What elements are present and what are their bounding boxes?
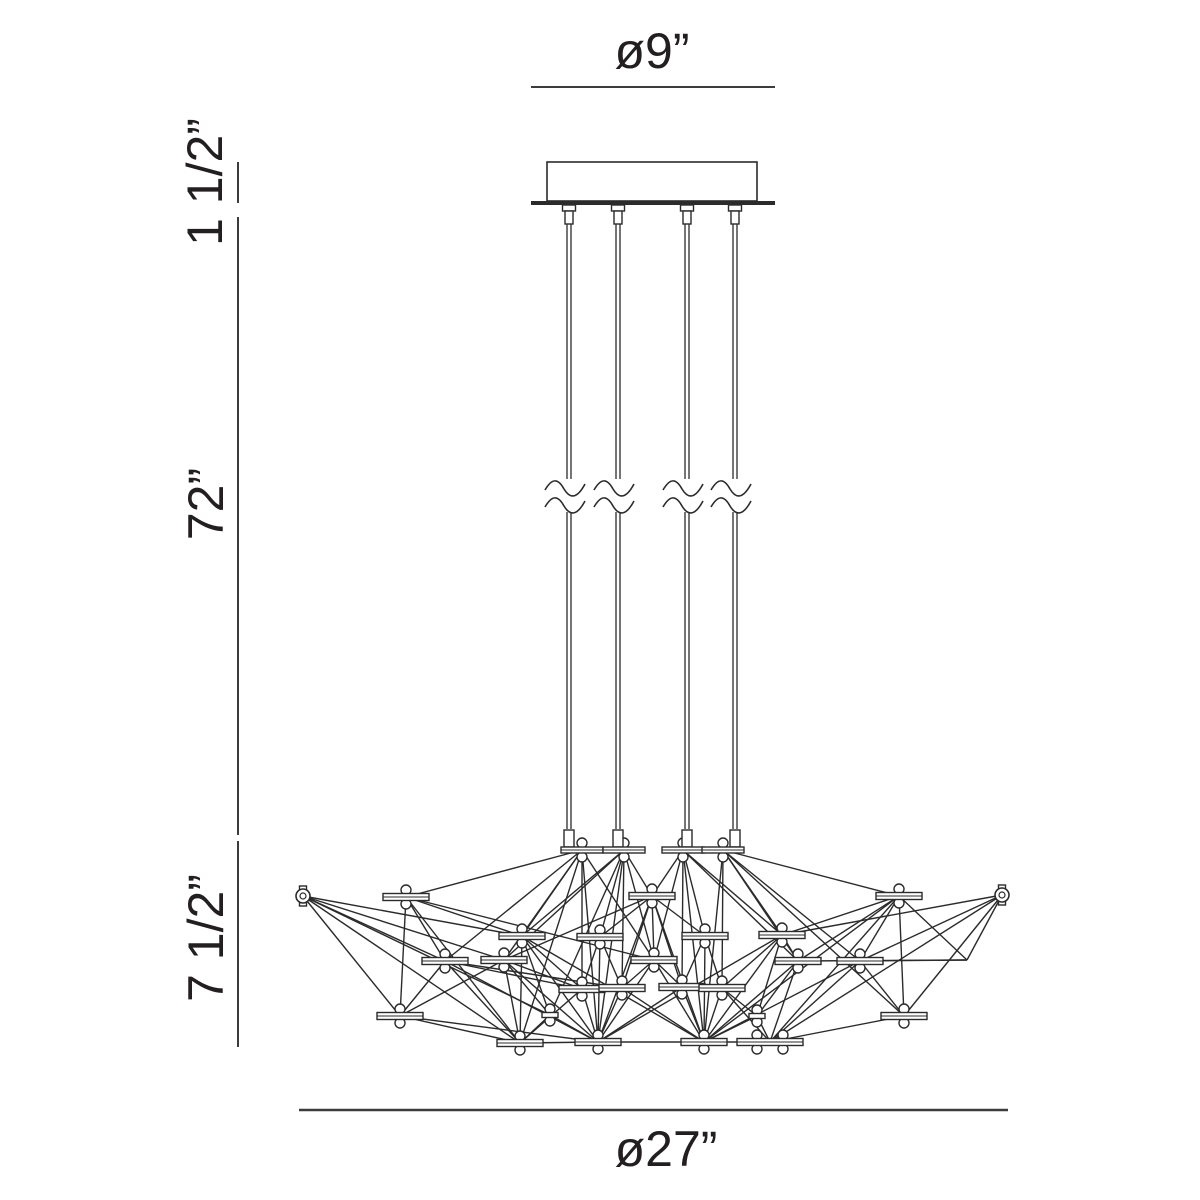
fixture-node-fitting [602, 829, 646, 863]
fixture-node-bar [680, 1029, 728, 1055]
fixture-node-bar [698, 975, 746, 1001]
fixture-node-bar [574, 1029, 622, 1055]
fixture-node-bar [880, 1003, 928, 1029]
fixture-node-bar [758, 922, 806, 948]
fixture-node-knob [295, 885, 311, 907]
fixture-node-spool [748, 1004, 766, 1028]
fixture-node-bar [836, 948, 884, 974]
dim-label-canopy-height: 1 1/2” [177, 118, 233, 246]
fixture-node-bar [681, 923, 729, 949]
fixture-node-bar [875, 883, 923, 909]
fixture-node-bar [376, 1003, 424, 1029]
fixture-node-bar [496, 1030, 544, 1056]
fixture-node-fitting [701, 829, 745, 863]
fixture-node-bar [498, 923, 546, 949]
fixture-node-bar [480, 947, 528, 973]
fixture-node-bar [576, 924, 624, 950]
suspension-cables [544, 204, 752, 829]
canopy [531, 161, 775, 205]
dim-label-fixture-diameter: ø27” [614, 1121, 718, 1177]
fixture-node-fitting [661, 829, 705, 863]
dim-label-drop-length: 72” [178, 467, 234, 541]
dimension-lines [237, 86, 1008, 1112]
fixture-nodes [295, 829, 1010, 1056]
fixture-node-bar [421, 948, 469, 974]
fixture-wires [302, 849, 1003, 1044]
fixture-node-bar2 [736, 1029, 804, 1055]
fixture-node-knob [994, 884, 1010, 906]
fixture-node-bar [774, 948, 822, 974]
fixture-node-bar [628, 883, 676, 909]
fixture-node-spool [541, 1003, 559, 1027]
fixture-node-bar [630, 947, 678, 973]
fixture-node-bar [382, 884, 430, 910]
fixture-node-fitting [560, 829, 604, 863]
dim-label-canopy-diameter: ø9” [614, 23, 690, 79]
dim-label-fixture-height: 7 1/2” [178, 874, 234, 1002]
fixture-node-bar [598, 975, 646, 1001]
